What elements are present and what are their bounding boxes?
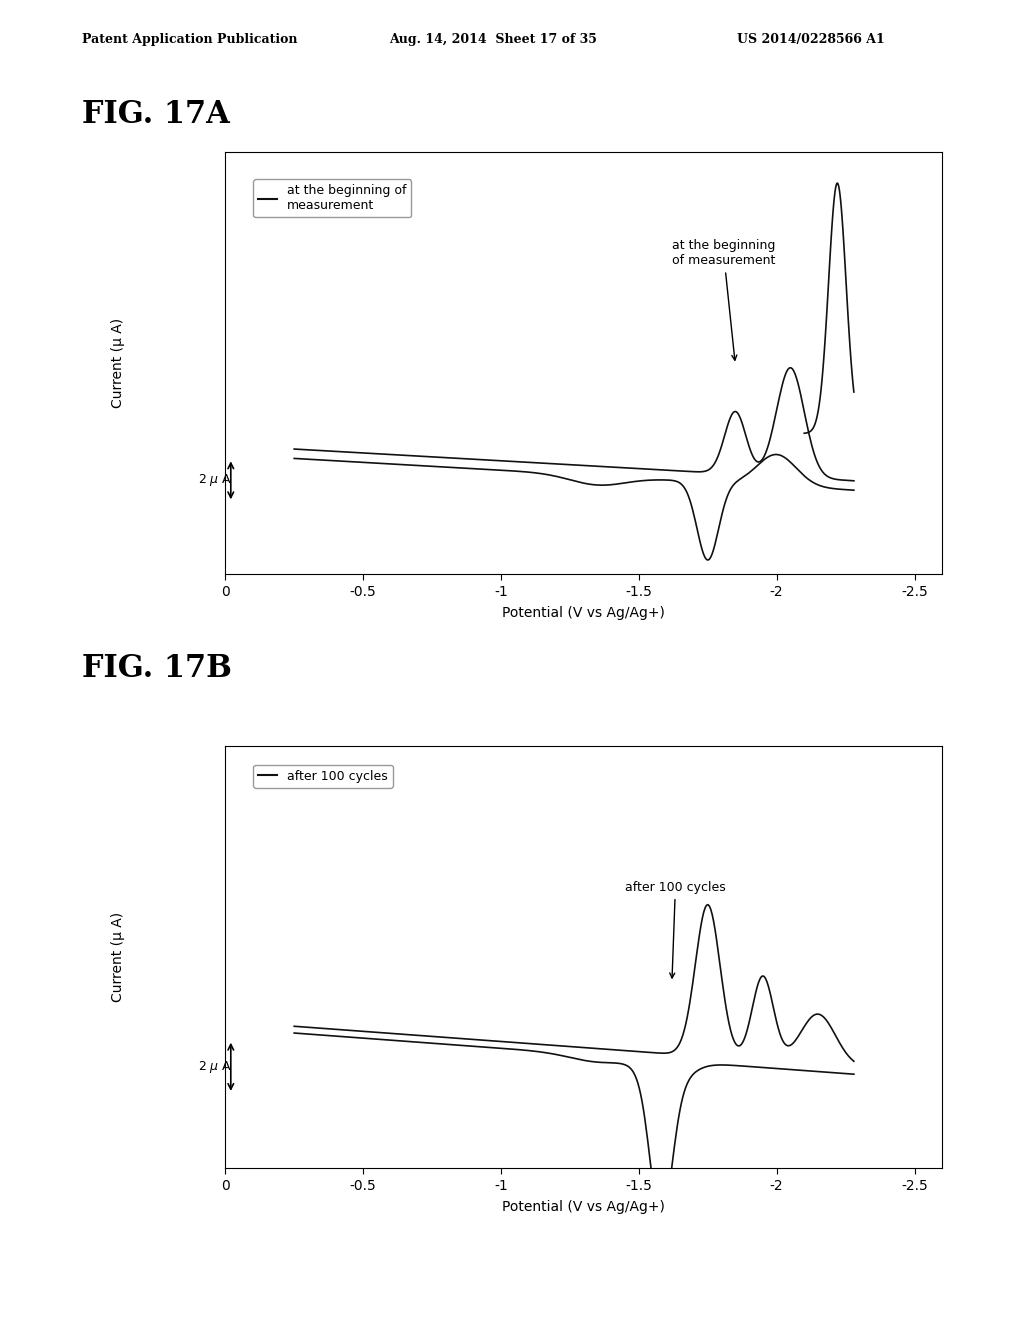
Legend: after 100 cycles: after 100 cycles bbox=[253, 764, 392, 788]
X-axis label: Potential (V vs Ag/Ag+): Potential (V vs Ag/Ag+) bbox=[502, 1200, 666, 1213]
Text: 2 $\mu$ A: 2 $\mu$ A bbox=[198, 473, 232, 488]
Text: FIG. 17B: FIG. 17B bbox=[82, 653, 231, 684]
Text: Aug. 14, 2014  Sheet 17 of 35: Aug. 14, 2014 Sheet 17 of 35 bbox=[389, 33, 597, 46]
Text: Current (μ A): Current (μ A) bbox=[111, 912, 125, 1002]
Text: after 100 cycles: after 100 cycles bbox=[625, 880, 726, 978]
Text: Current (μ A): Current (μ A) bbox=[111, 318, 125, 408]
Text: at the beginning
of measurement: at the beginning of measurement bbox=[672, 239, 775, 360]
Text: 2 $\mu$ A: 2 $\mu$ A bbox=[198, 1059, 232, 1074]
Legend: at the beginning of
measurement: at the beginning of measurement bbox=[253, 180, 412, 218]
Text: Patent Application Publication: Patent Application Publication bbox=[82, 33, 297, 46]
X-axis label: Potential (V vs Ag/Ag+): Potential (V vs Ag/Ag+) bbox=[502, 606, 666, 619]
Text: US 2014/0228566 A1: US 2014/0228566 A1 bbox=[737, 33, 885, 46]
Text: FIG. 17A: FIG. 17A bbox=[82, 99, 229, 129]
